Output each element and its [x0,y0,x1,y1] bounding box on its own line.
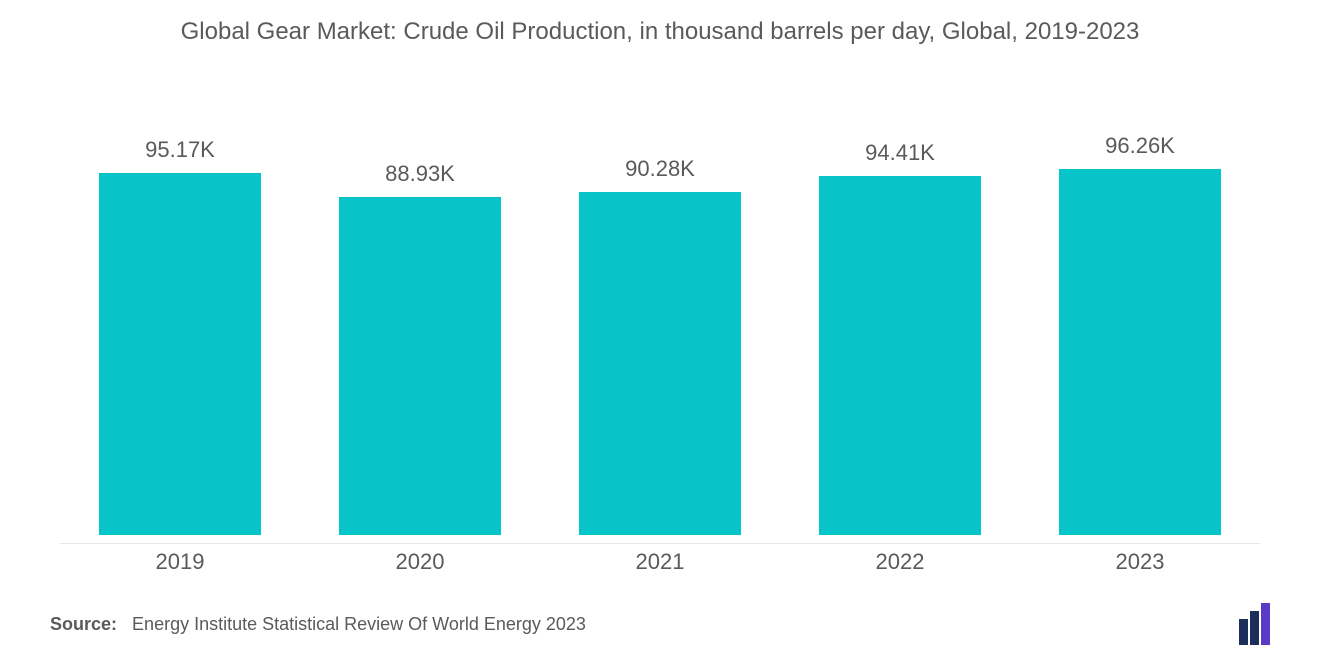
category-label: 2019 [156,549,205,575]
category-label: 2021 [636,549,685,575]
bar-value-label: 94.41K [865,140,935,166]
category-label: 2020 [396,549,445,575]
bar-group: 94.41K 2022 [792,140,1008,575]
bar-value-label: 95.17K [145,137,215,163]
bar-value-label: 88.93K [385,161,455,187]
bar-group: 90.28K 2021 [552,156,768,575]
bar-group: 96.26K 2023 [1032,133,1248,575]
bar-value-label: 96.26K [1105,133,1175,159]
logo-bar-icon [1239,619,1248,645]
bar [339,197,501,535]
bar-value-label: 90.28K [625,156,695,182]
bar-group: 95.17K 2019 [72,137,288,575]
footer: Source: Energy Institute Statistical Rev… [50,603,1270,645]
logo-bar-icon [1261,603,1270,645]
bar-group: 88.93K 2020 [312,161,528,575]
bar [819,176,981,535]
category-label: 2022 [876,549,925,575]
bar [579,192,741,535]
bar [1059,169,1221,535]
source-label: Source: [50,614,117,634]
logo-bar-icon [1250,611,1259,645]
bar [99,173,261,535]
source-text: Energy Institute Statistical Review Of W… [132,614,586,634]
category-label: 2023 [1116,549,1165,575]
brand-logo [1239,603,1270,645]
chart-area: 95.17K 2019 88.93K 2020 90.28K 2021 94.4… [60,95,1260,575]
source-line: Source: Energy Institute Statistical Rev… [50,614,586,635]
chart-title: Global Gear Market: Crude Oil Production… [50,18,1270,46]
